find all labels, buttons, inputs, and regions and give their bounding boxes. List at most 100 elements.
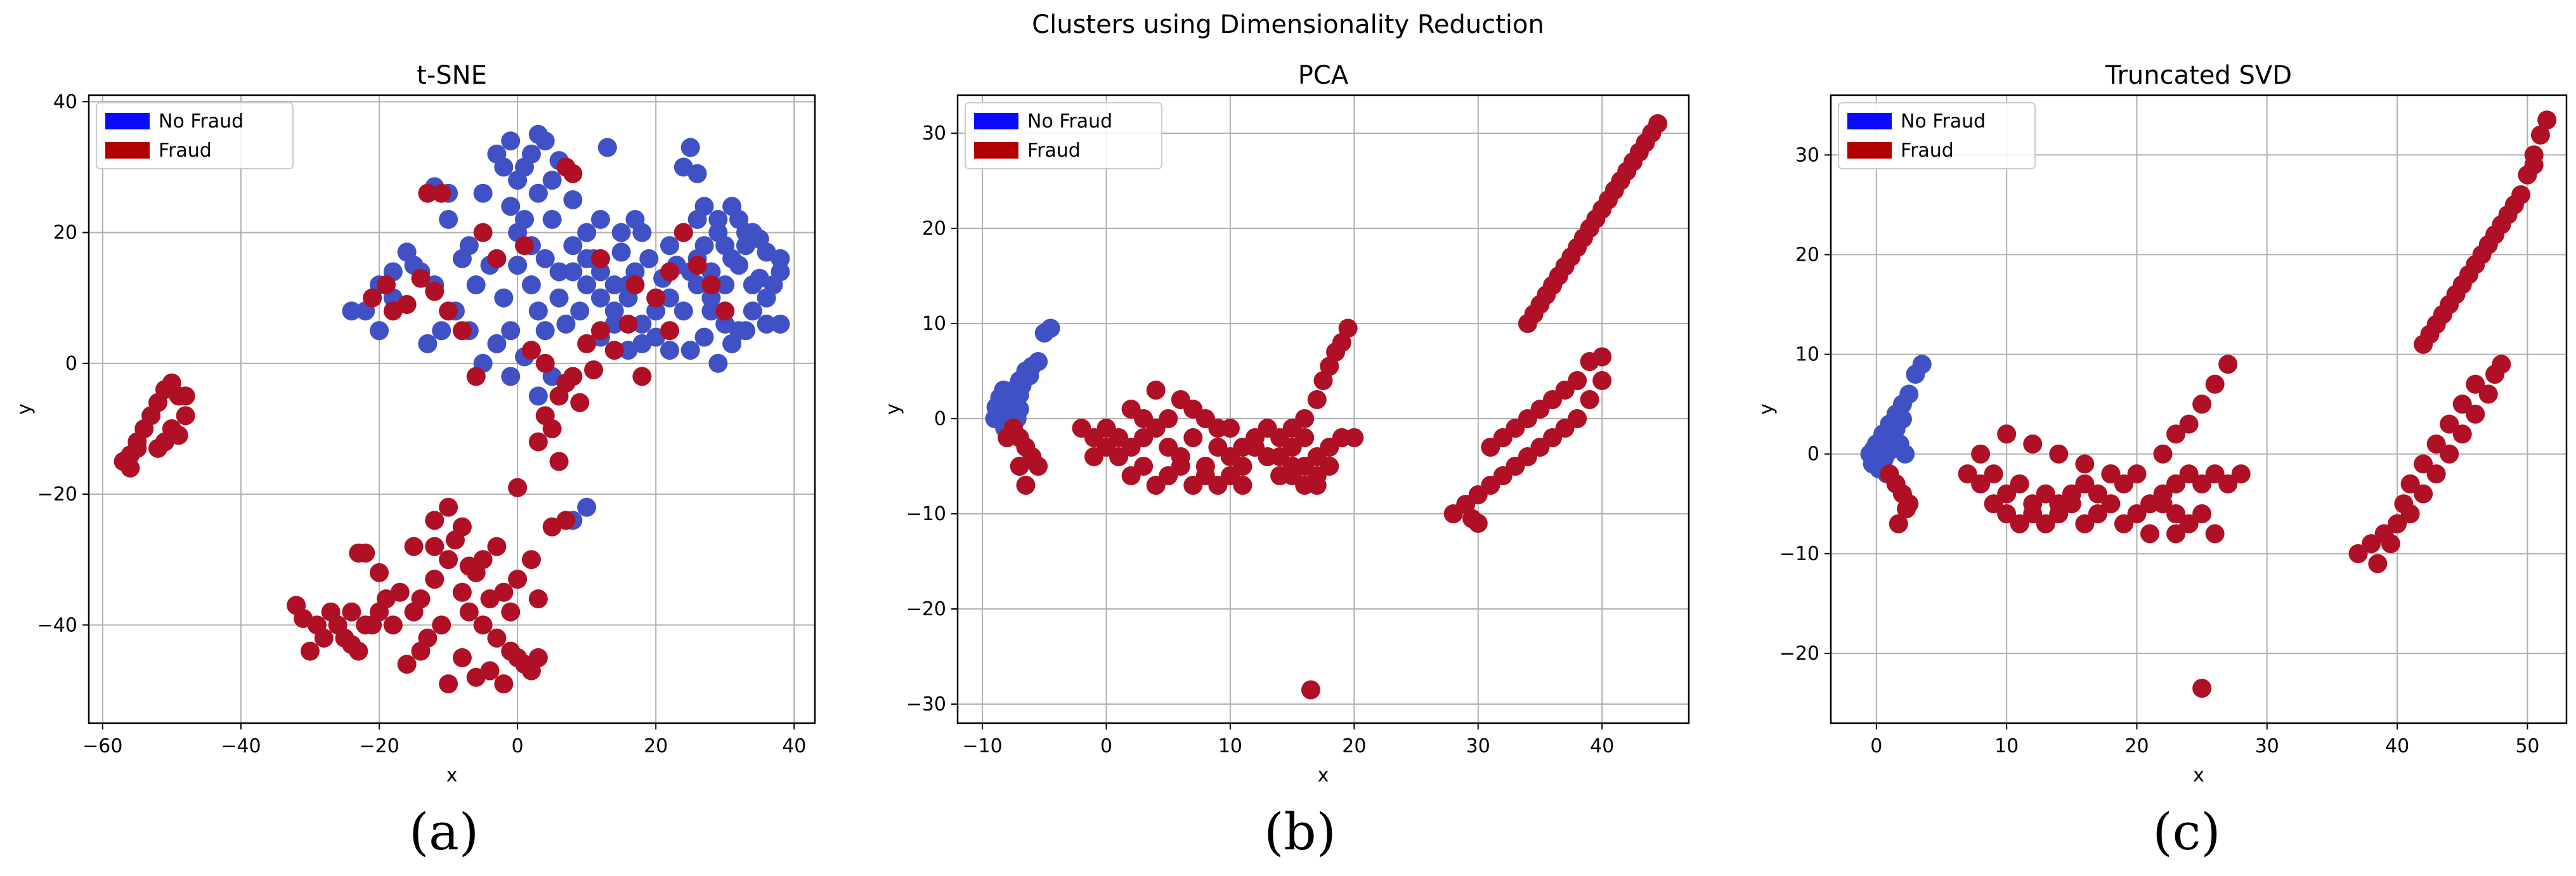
point-fraud (521, 550, 541, 570)
point-fraud (521, 661, 541, 681)
y-tick-label: 40 (53, 91, 77, 113)
legend-swatch-no-fraud (1847, 113, 1892, 129)
point-no-fraud (521, 275, 541, 295)
point-fraud (1233, 476, 1252, 495)
point-no-fraud (563, 236, 583, 256)
point-no-fraud (673, 301, 693, 321)
point-fraud (383, 301, 403, 321)
point-fraud (466, 367, 486, 386)
y-axis-label: y (882, 403, 904, 415)
point-fraud (2114, 474, 2133, 494)
point-no-fraud (1041, 318, 1060, 338)
point-fraud (169, 426, 188, 445)
point-no-fraud (570, 301, 590, 321)
y-tick-label: 20 (53, 222, 77, 244)
point-no-fraud (687, 209, 707, 229)
point-no-fraud (639, 249, 659, 268)
point-fraud (376, 589, 396, 609)
point-fraud (2075, 514, 2095, 533)
point-fraud (370, 563, 389, 582)
point-fraud (2440, 414, 2459, 434)
point-no-fraud (563, 190, 583, 209)
y-tick-label: 0 (65, 353, 77, 375)
point-fraud (1971, 474, 1991, 494)
point-no-fraud (535, 131, 555, 151)
point-fraud (1332, 333, 1351, 352)
point-no-fraud (521, 144, 541, 164)
point-fraud (2192, 474, 2212, 494)
chart-panel-pca: PCA −10 0 10 20 30 40 −30 −20 −10 0 10 20 30 x y No Frau… (882, 61, 1690, 787)
point-no-fraud (597, 138, 617, 157)
point-fraud (570, 393, 590, 412)
x-tick-label: 20 (2124, 735, 2149, 757)
point-no-fraud (604, 301, 624, 321)
point-fraud (425, 282, 445, 301)
point-fraud (480, 589, 500, 609)
point-fraud (1016, 476, 1036, 495)
point-no-fraud (459, 236, 479, 256)
x-tick-label: 0 (512, 735, 524, 757)
point-fraud (2036, 484, 2055, 504)
point-fraud (542, 419, 562, 438)
point-fraud (432, 615, 452, 635)
point-no-fraud (508, 256, 528, 275)
point-fraud (411, 641, 431, 661)
point-no-fraud (660, 288, 679, 308)
point-fraud (2368, 554, 2388, 573)
point-fraud (1561, 247, 1581, 266)
point-fraud (120, 458, 140, 478)
point-fraud (494, 674, 514, 694)
point-fraud (1258, 419, 1277, 438)
point-fraud (459, 602, 479, 622)
point-fraud (439, 301, 459, 321)
point-no-fraud (680, 341, 700, 360)
point-fraud (432, 183, 452, 203)
x-tick-label: −10 (962, 735, 1002, 757)
point-no-fraud (542, 171, 562, 190)
point-fraud (425, 570, 445, 589)
point-fraud (1586, 209, 1606, 228)
panel-label-c: (c) (2152, 802, 2221, 861)
point-fraud (2153, 494, 2173, 514)
point-fraud (2231, 464, 2251, 484)
point-fraud (2166, 424, 2186, 444)
point-fraud (2218, 355, 2238, 374)
point-fraud (521, 341, 541, 360)
point-fraud (2075, 454, 2095, 474)
point-fraud (2023, 435, 2043, 454)
point-fraud (363, 615, 382, 635)
point-fraud (632, 367, 652, 386)
point-fraud (998, 428, 1017, 447)
point-no-fraud (660, 236, 679, 256)
point-fraud (1636, 133, 1655, 152)
point-no-fraud (535, 249, 555, 268)
point-fraud (1984, 494, 2003, 514)
x-tick-label: 0 (1870, 735, 1882, 757)
point-no-fraud (632, 314, 652, 334)
point-no-fraud (508, 171, 528, 190)
point-no-fraud (590, 209, 610, 229)
point-fraud (1598, 190, 1618, 209)
point-fraud (452, 648, 472, 667)
plot-frame (956, 94, 1690, 724)
point-fraud (2414, 484, 2433, 504)
point-no-fraud (577, 249, 597, 268)
point-no-fraud (1892, 409, 1912, 429)
point-no-fraud (397, 242, 417, 262)
point-fraud (1134, 409, 1154, 428)
point-fraud (2498, 205, 2518, 225)
point-no-fraud (590, 262, 610, 282)
y-tick-label: −20 (37, 483, 77, 506)
point-no-fraud (722, 197, 742, 216)
y-tick-label: 10 (922, 313, 946, 335)
point-fraud (148, 438, 168, 458)
point-no-fraud (528, 301, 548, 321)
point-no-fraud (743, 301, 762, 321)
point-fraud (2127, 464, 2147, 484)
point-no-fraud (549, 262, 569, 282)
point-fraud (2192, 679, 2212, 698)
point-no-fraud (708, 209, 728, 229)
point-fraud (294, 609, 313, 628)
point-fraud (2192, 504, 2212, 523)
point-no-fraud (715, 275, 735, 295)
